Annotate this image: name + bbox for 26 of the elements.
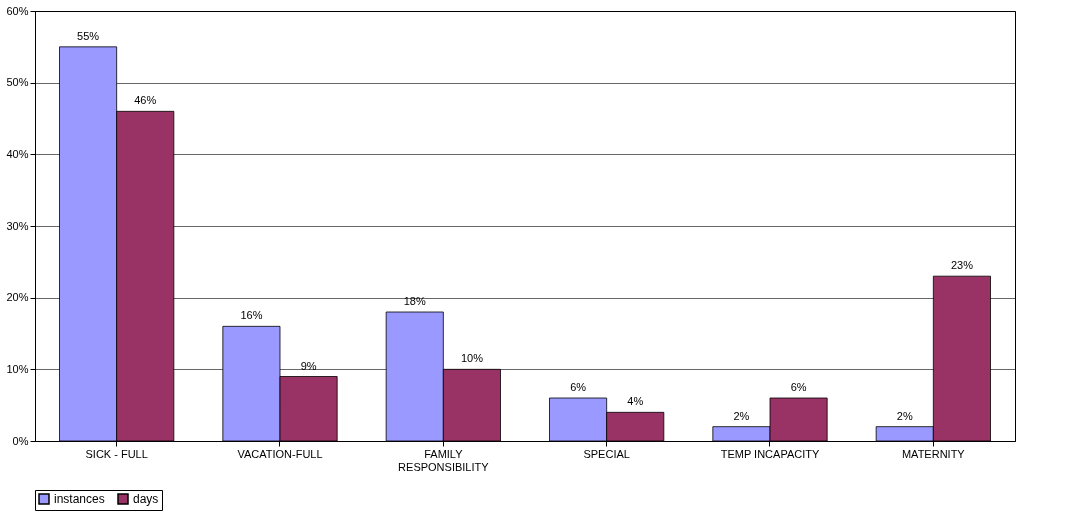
- data-label: 2%: [896, 409, 913, 422]
- data-label: 55%: [77, 29, 100, 42]
- y-tick-label: 60%: [6, 4, 29, 17]
- x-tick-label: SPECIAL: [583, 447, 630, 460]
- x-tick-label: TEMP INCAPACITY: [720, 447, 820, 460]
- data-label: 9%: [300, 359, 317, 372]
- x-tick-label: FAMILY RESPONSIBILITY: [398, 447, 490, 473]
- data-label: 16%: [240, 309, 263, 322]
- y-tick-label: 50%: [6, 76, 29, 89]
- y-tick-label: 30%: [6, 219, 29, 232]
- x-tick-label: SICK - FULL: [85, 447, 148, 460]
- data-label: 4%: [627, 395, 644, 408]
- x-tick-label: VACATION-FULL: [237, 447, 323, 460]
- data-label: 46%: [134, 94, 157, 107]
- legend-label: days: [133, 492, 159, 506]
- y-tick-label: 20%: [6, 291, 29, 304]
- y-tick-label: 0%: [12, 434, 29, 447]
- data-label: 23%: [950, 259, 974, 272]
- data-label: 2%: [733, 409, 750, 422]
- legend-label: instances: [54, 492, 105, 506]
- data-label: 6%: [790, 381, 807, 393]
- data-label: 6%: [570, 381, 587, 393]
- x-tick-label: MATERNITY: [901, 447, 966, 460]
- data-label: 10%: [460, 352, 484, 365]
- y-tick-label: 40%: [6, 147, 29, 160]
- y-tick-label: 10%: [6, 362, 29, 375]
